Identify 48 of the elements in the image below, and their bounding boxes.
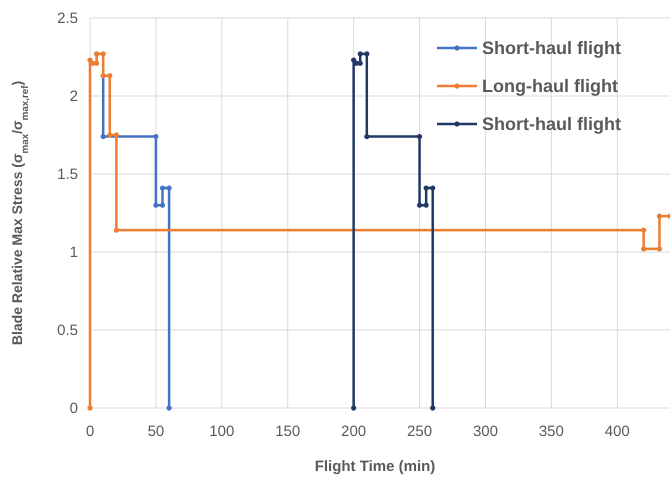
point [166,405,172,411]
x-tick-label: 100 [209,423,234,440]
point [656,214,662,219]
point [424,202,429,208]
point [351,405,356,411]
legend-label: Long-haul flight [482,76,618,96]
x-tick-label: 350 [538,423,564,440]
x-tick-label: 150 [275,423,300,440]
point [114,132,119,138]
point [430,185,436,191]
x-tick-label: 400 [604,423,630,440]
point [430,405,436,411]
y-tick-label: 1 [70,244,78,261]
point [87,405,93,411]
legend-label: Short-haul flight [482,114,621,134]
x-tick-label: 0 [86,423,94,440]
point [160,202,166,208]
point [107,132,112,138]
point [94,51,100,56]
point [641,228,646,233]
point [100,134,106,140]
point [424,185,429,191]
point [416,134,422,140]
point [107,73,112,78]
point [114,228,119,233]
legend-label: Short-haul flight [482,38,621,58]
point [358,60,363,66]
point [358,51,363,56]
y-tick-label: 0.5 [57,322,78,339]
point [364,51,370,56]
x-tick-label: 300 [472,423,498,440]
x-tick-label: 250 [407,423,432,440]
point [153,202,159,208]
point [153,134,159,140]
point [160,185,166,191]
y-tick-label: 2.5 [57,10,78,27]
x-tick-label: 50 [148,423,164,440]
point [641,246,646,252]
y-tick-label: 2 [70,88,78,105]
x-tick-label: 200 [341,423,366,440]
point [416,202,422,208]
x-axis-title: Flight Time (min) [314,458,436,475]
point [166,185,172,191]
point [656,246,662,252]
point [100,51,106,56]
point [364,134,370,140]
y-tick-label: 0 [70,400,78,417]
y-tick-label: 1.5 [57,166,78,183]
